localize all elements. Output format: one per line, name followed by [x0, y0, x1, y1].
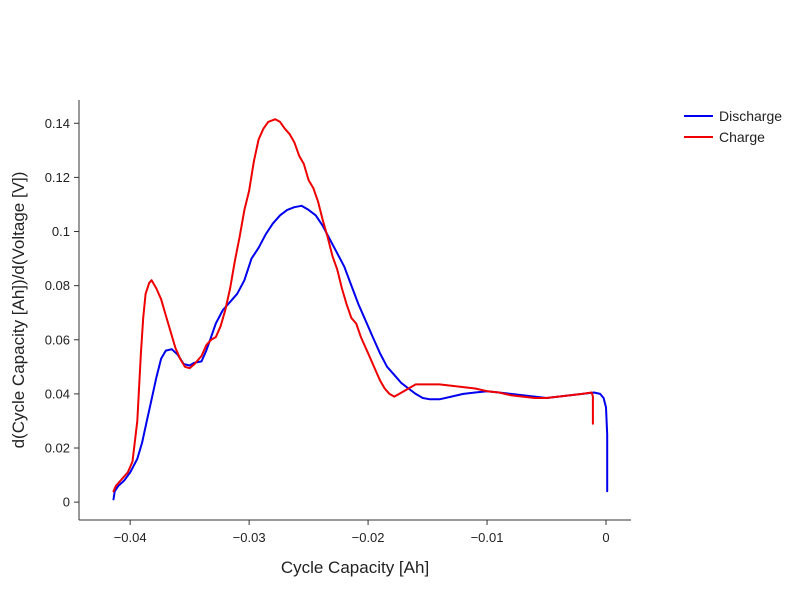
- x-tick-label: −0.02: [352, 530, 385, 545]
- x-axis-title: Cycle Capacity [Ah]: [281, 558, 429, 577]
- axes: [78, 100, 631, 521]
- y-tick-label: 0.02: [45, 441, 70, 456]
- y-tick-label: 0.06: [45, 332, 70, 347]
- legend: Discharge Charge: [684, 108, 782, 145]
- y-tick-label: 0: [63, 495, 70, 510]
- series-line-discharge: [112, 204, 609, 501]
- x-tick-label: 0: [602, 530, 609, 545]
- x-tick-label: −0.03: [233, 530, 266, 545]
- y-tick-label: 0.14: [45, 116, 70, 131]
- plot-area: [112, 118, 609, 501]
- legend-label-discharge: Discharge: [719, 108, 782, 124]
- y-tick-label: 0.08: [45, 278, 70, 293]
- y-ticks: 0 0.02 0.04 0.06 0.08 0.1 0.12 0.14: [45, 116, 79, 510]
- legend-label-charge: Charge: [719, 129, 765, 145]
- x-tick-label: −0.01: [471, 530, 504, 545]
- y-tick-label: 0.1: [52, 224, 70, 239]
- y-axis-title: d(Cycle Capacity [Ah])/d(Voltage [V]): [9, 172, 28, 449]
- y-tick-label: 0.12: [45, 170, 70, 185]
- series-line-charge: [112, 118, 594, 493]
- x-tick-label: −0.04: [114, 530, 147, 545]
- x-ticks: −0.04 −0.03 −0.02 −0.01 0: [114, 520, 610, 545]
- y-tick-label: 0.04: [45, 386, 70, 401]
